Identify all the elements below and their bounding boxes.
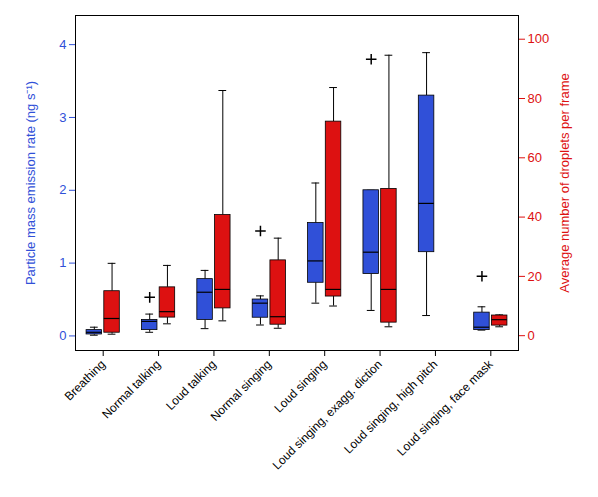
svg-text:Loud singing: Loud singing (271, 357, 329, 415)
svg-text:60: 60 (528, 150, 542, 165)
svg-text:Particle mass emission rate (n: Particle mass emission rate (ng s⁻¹) (23, 81, 38, 285)
svg-text:Loud singing, high pitch: Loud singing, high pitch (341, 357, 440, 456)
svg-text:100: 100 (528, 31, 550, 46)
svg-text:40: 40 (528, 209, 542, 224)
svg-text:20: 20 (528, 269, 542, 284)
svg-text:0: 0 (528, 328, 535, 343)
svg-text:3: 3 (59, 110, 66, 125)
svg-text:4: 4 (59, 37, 66, 52)
svg-text:Loud talking: Loud talking (163, 357, 219, 413)
svg-text:0: 0 (59, 328, 66, 343)
svg-text:Breathing: Breathing (62, 357, 108, 403)
svg-text:Normal talking: Normal talking (99, 357, 163, 421)
svg-text:Normal singing: Normal singing (208, 357, 275, 424)
svg-text:80: 80 (528, 91, 542, 106)
svg-text:Loud singing, face mask: Loud singing, face mask (394, 357, 496, 459)
svg-text:1: 1 (59, 255, 66, 270)
svg-text:Average number of droplets per: Average number of droplets per frame (557, 73, 572, 292)
svg-text:Loud singing, exagg. diction: Loud singing, exagg. diction (270, 357, 385, 472)
svg-text:2: 2 (59, 182, 66, 197)
